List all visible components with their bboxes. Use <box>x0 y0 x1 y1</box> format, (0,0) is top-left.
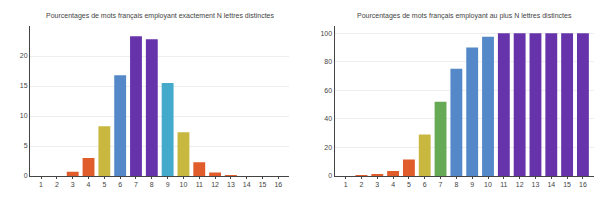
svg-text:12: 12 <box>211 181 219 188</box>
svg-text:10: 10 <box>180 181 188 188</box>
svg-text:10: 10 <box>20 112 28 119</box>
svg-text:7: 7 <box>134 181 138 188</box>
svg-text:16: 16 <box>579 181 587 188</box>
svg-text:Pourcentages de mots français: Pourcentages de mots français employant … <box>357 12 572 20</box>
svg-text:6: 6 <box>118 181 122 188</box>
svg-text:3: 3 <box>375 181 379 188</box>
svg-text:0: 0 <box>24 172 28 179</box>
svg-text:8: 8 <box>454 181 458 188</box>
svg-text:2: 2 <box>359 181 363 188</box>
svg-text:1: 1 <box>39 181 43 188</box>
svg-text:4: 4 <box>87 181 91 188</box>
svg-text:1: 1 <box>344 181 348 188</box>
svg-text:15: 15 <box>20 82 28 89</box>
svg-text:11: 11 <box>500 181 507 188</box>
svg-text:Pourcentages de mots français: Pourcentages de mots français employant … <box>46 12 274 20</box>
svg-text:9: 9 <box>166 181 170 188</box>
svg-text:15: 15 <box>259 181 267 188</box>
svg-text:14: 14 <box>243 181 251 188</box>
svg-text:9: 9 <box>470 181 474 188</box>
svg-text:10: 10 <box>484 181 492 188</box>
svg-text:13: 13 <box>532 181 540 188</box>
svg-text:8: 8 <box>150 181 154 188</box>
svg-text:11: 11 <box>196 181 203 188</box>
svg-text:7: 7 <box>439 181 443 188</box>
svg-text:16: 16 <box>274 181 282 188</box>
svg-text:100: 100 <box>320 30 332 37</box>
svg-text:4: 4 <box>391 181 395 188</box>
svg-text:15: 15 <box>563 181 571 188</box>
svg-text:60: 60 <box>324 87 332 94</box>
svg-text:0: 0 <box>328 172 332 179</box>
svg-text:3: 3 <box>71 181 75 188</box>
svg-text:12: 12 <box>516 181 524 188</box>
svg-text:6: 6 <box>423 181 427 188</box>
svg-text:20: 20 <box>324 144 332 151</box>
svg-text:5: 5 <box>407 181 411 188</box>
svg-text:2: 2 <box>55 181 59 188</box>
svg-text:5: 5 <box>102 181 106 188</box>
svg-text:13: 13 <box>227 181 235 188</box>
svg-text:40: 40 <box>324 115 332 122</box>
svg-text:14: 14 <box>547 181 555 188</box>
svg-text:5: 5 <box>24 142 28 149</box>
svg-text:20: 20 <box>20 52 28 59</box>
svg-text:80: 80 <box>324 58 332 65</box>
